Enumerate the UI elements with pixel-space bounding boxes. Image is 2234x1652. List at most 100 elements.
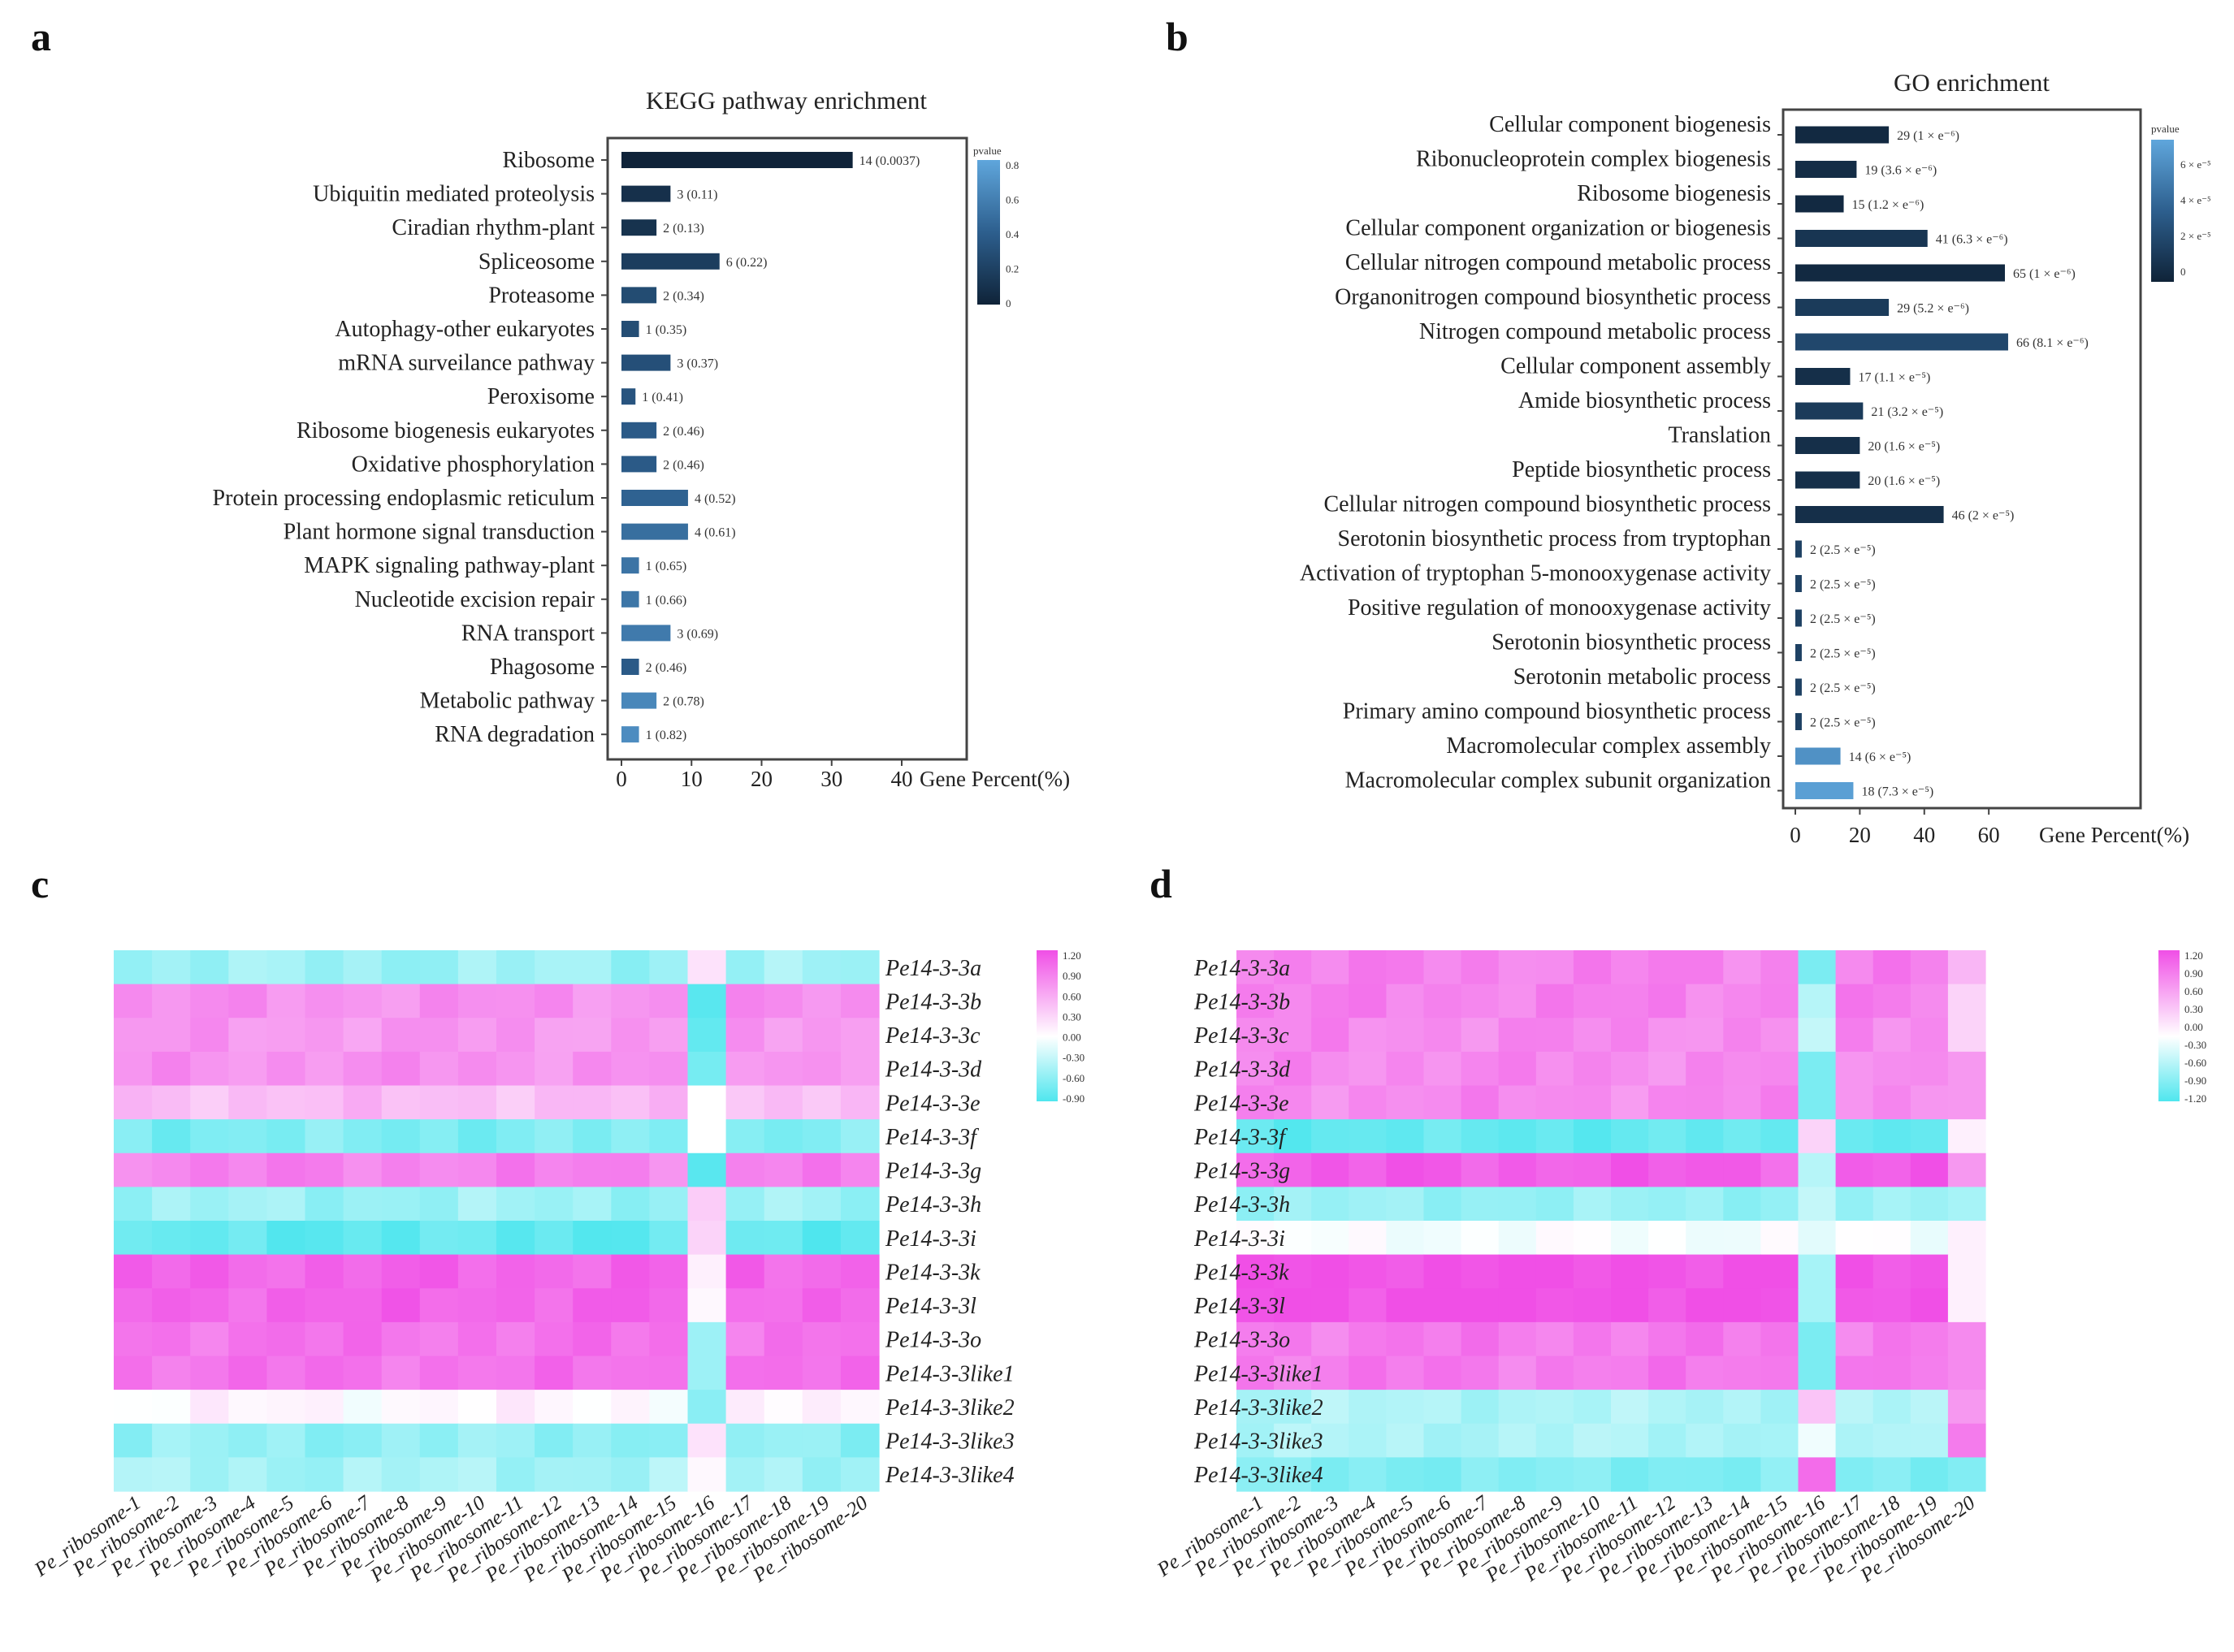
heatmap-cell [496, 1390, 535, 1425]
heatmap-cell [1535, 1457, 1574, 1492]
heatmap-cell [573, 1457, 612, 1492]
heatmap-cell [1535, 1390, 1574, 1425]
kegg-bar [621, 422, 657, 439]
heatmap-cell [1573, 1051, 1612, 1087]
heatmap-cell [1274, 950, 1312, 985]
heatmap-cell [457, 1288, 497, 1323]
heatmap-cell [1798, 1356, 1837, 1390]
kegg-category-label: Protein processing endoplasmic reticulum [213, 486, 595, 511]
heatmap-row-label: Pe14-3-3d [1193, 1057, 1291, 1083]
heatmap-cell [496, 1085, 535, 1120]
kegg-colorbar-title: pvalue [973, 145, 1002, 157]
kegg-data-label: 2 (0.46) [646, 661, 687, 675]
heatmap-cell [190, 1221, 229, 1256]
kegg-data-label: 1 (0.41) [642, 391, 683, 404]
heatmap-cell [1723, 1254, 1761, 1289]
heatmap-cell [725, 1153, 765, 1187]
heatmap-cell [1798, 1051, 1837, 1087]
heatmap-cell [1835, 1321, 1874, 1357]
heatmap-cell [573, 1018, 612, 1053]
heatmap-cell [1423, 1221, 1462, 1256]
heatmap-cell [114, 1356, 153, 1390]
heatmap-cell [1349, 1085, 1387, 1120]
heatmap-cell [1910, 1221, 1949, 1256]
heatmap-cell [1423, 1051, 1462, 1087]
heatmap-cell [457, 1457, 497, 1492]
heatmap-cell [649, 1153, 689, 1187]
heatmap-cell [457, 984, 497, 1018]
heatmap-cell [573, 1390, 612, 1425]
heatmap-cell [1686, 1390, 1724, 1425]
heatmap-cell [1648, 1187, 1686, 1222]
heatmap-cell [840, 1187, 880, 1222]
heatmap-cell [1723, 1153, 1761, 1187]
kegg-category-label: Ribosome biogenesis eukaryotes [297, 418, 595, 443]
heatmap-cell [1423, 984, 1462, 1018]
heatmap-cell [1573, 1423, 1612, 1458]
heatmap-cell [1760, 1221, 1799, 1256]
heatmap-cell [1798, 1423, 1837, 1458]
heatmap-cell [381, 1288, 421, 1323]
heatmap-cell [1835, 1221, 1874, 1256]
kegg-bars: Ribosome 14 (0.0037) Ubiquitin mediated pr… [213, 148, 1020, 791]
heatmap-cell [687, 1321, 727, 1357]
kegg-data-label: 2 (0.13) [663, 222, 704, 236]
heatmap-cell [1611, 1457, 1649, 1492]
kegg-x-axis-title: Gene Percent(%) [920, 767, 1070, 791]
kegg-data-label: 2 (0.34) [663, 289, 704, 303]
heatmap-cell [1498, 1153, 1537, 1187]
go-colorbar-tick: 4 × e⁻⁵ [2180, 194, 2211, 206]
heatmap-colorbar-tick: 0.00 [2184, 1021, 2203, 1033]
heatmap-cell [381, 1051, 421, 1087]
heatmap-cell [343, 1254, 383, 1289]
heatmap-cell [1723, 1288, 1761, 1323]
heatmap-cell [1760, 1085, 1799, 1120]
heatmap-cell [611, 1221, 650, 1256]
heatmap-cell [535, 1119, 574, 1154]
heatmap-cell [1423, 1423, 1462, 1458]
kegg-data-label: 1 (0.65) [646, 560, 687, 573]
heatmap-cell [764, 1119, 803, 1154]
heatmap-cell [228, 1051, 267, 1087]
heatmap-cell [1686, 984, 1724, 1018]
kegg-data-label: 1 (0.82) [646, 729, 687, 742]
heatmap-c-colorbar [1037, 950, 1058, 1101]
heatmap-cell [840, 1288, 880, 1323]
heatmap-cell [343, 1085, 383, 1120]
heatmap-cell [1686, 1221, 1724, 1256]
heatmap-cell [1760, 1390, 1799, 1425]
heatmap-cell [1274, 1288, 1312, 1323]
kegg-bar [621, 152, 853, 168]
heatmap-cell [1648, 1153, 1686, 1187]
heatmap-cell [573, 984, 612, 1018]
heatmap-cell [1947, 1187, 1986, 1222]
go-category-label: Serotonin biosynthetic process from tryp… [1338, 526, 1771, 551]
heatmap-cell [573, 1221, 612, 1256]
heatmap-cell [1686, 1018, 1724, 1053]
heatmap-cell [611, 1390, 650, 1425]
heatmap-cell [1686, 1153, 1724, 1187]
go-data-label: 20 (1.6 × e⁻⁵) [1868, 440, 1940, 454]
heatmap-colorbar-tick: 0.90 [2184, 967, 2203, 980]
heatmap-cell [1461, 1254, 1500, 1289]
heatmap-cell [305, 1187, 344, 1222]
heatmap-cell [457, 1018, 497, 1053]
heatmap-cell [535, 1457, 574, 1492]
kegg-bar [621, 219, 657, 236]
heatmap-cell [114, 1221, 153, 1256]
heatmap-cell [764, 1457, 803, 1492]
heatmap-cell [725, 950, 765, 985]
heatmap-cell [152, 1457, 191, 1492]
heatmap-cell [190, 1254, 229, 1289]
heatmap-cell [228, 1390, 267, 1425]
heatmap-cell [496, 1153, 535, 1187]
heatmap-cell [1386, 1153, 1425, 1187]
go-data-label: 65 (1 × e⁻⁶) [2013, 267, 2076, 281]
kegg-category-label: Oxidative phosphorylation [352, 452, 595, 477]
heatmap-cell [228, 950, 267, 985]
heatmap-row-label: Pe14-3-3g [1193, 1159, 1290, 1184]
heatmap-cell [1311, 1187, 1349, 1222]
heatmap-cell [1349, 1288, 1387, 1323]
go-x-axis-title: Gene Percent(%) [2039, 823, 2189, 847]
heatmap-cell [1461, 1423, 1500, 1458]
